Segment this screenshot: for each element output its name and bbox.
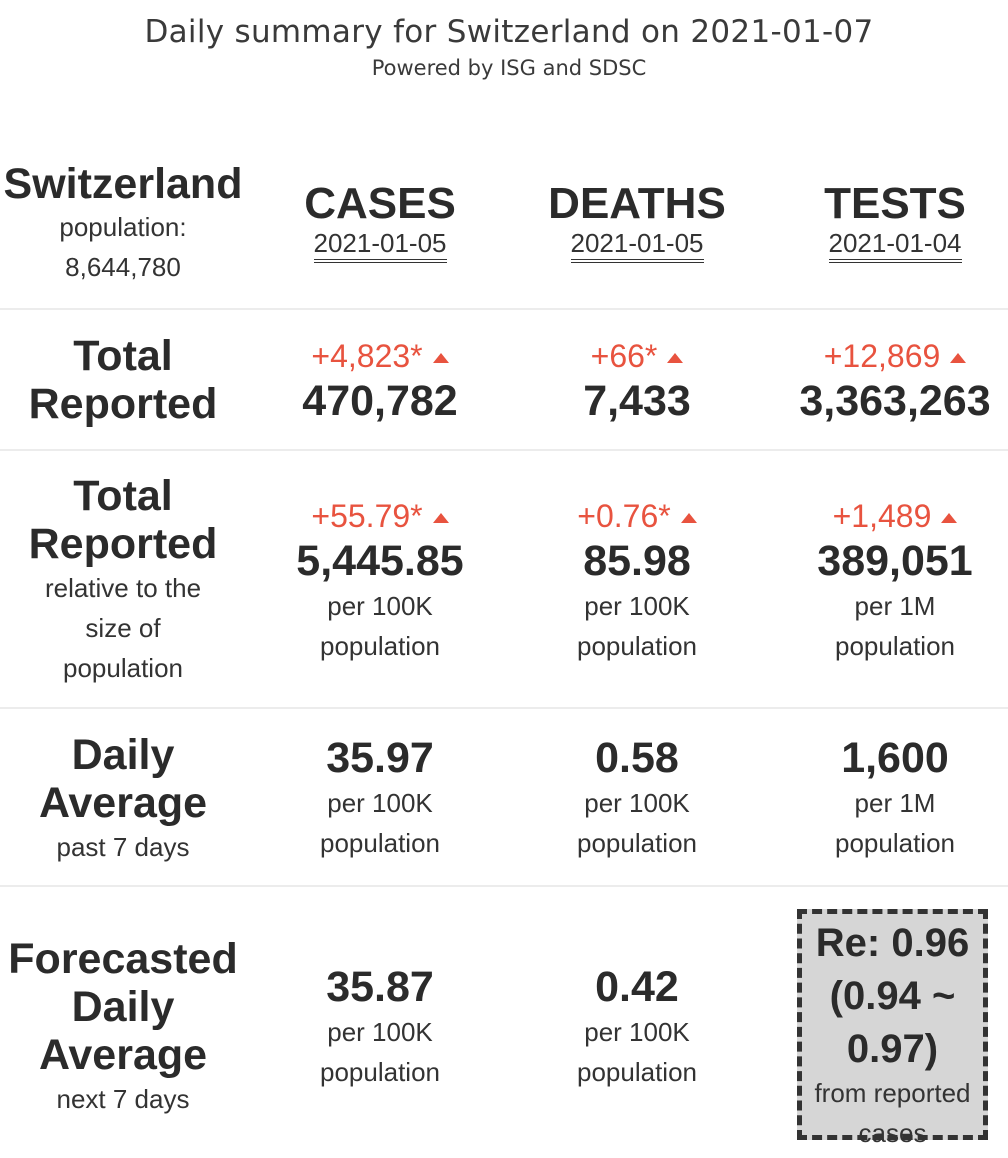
population-label: population: bbox=[59, 212, 187, 242]
unit-line: population bbox=[577, 828, 697, 858]
triangle-up-icon bbox=[432, 353, 449, 363]
row-label-line: Average bbox=[38, 779, 208, 827]
unit-line: per 1M bbox=[854, 788, 936, 818]
column-title: DEATHS bbox=[548, 179, 726, 228]
row-divider bbox=[0, 449, 1008, 451]
unit-line: per 100K bbox=[327, 1017, 433, 1047]
unit-line: population bbox=[835, 828, 955, 858]
triangle-up-icon bbox=[680, 513, 697, 523]
row-label-relative: Total Reported relative to the size of p… bbox=[0, 472, 246, 688]
column-header-cases: CASES 2021-01-05 bbox=[254, 180, 506, 263]
unit-line: population bbox=[577, 1057, 697, 1087]
daily-value: 35.97 bbox=[326, 734, 434, 782]
relative-value: 389,051 bbox=[817, 537, 973, 585]
column-date: 2021-01-04 bbox=[828, 228, 962, 263]
triangle-up-icon bbox=[941, 513, 958, 523]
row-label-line: Average bbox=[38, 1031, 208, 1079]
total-deaths-cell: +66* 7,433 bbox=[510, 336, 764, 426]
unit-line: per 100K bbox=[584, 1017, 690, 1047]
unit-line: per 100K bbox=[584, 788, 690, 818]
triangle-up-icon bbox=[950, 353, 967, 363]
unit-line: population bbox=[320, 631, 440, 661]
page-subtitle: Powered by ISG and SDSC bbox=[371, 56, 647, 80]
unit-line: per 100K bbox=[584, 591, 690, 621]
triangle-up-icon bbox=[432, 513, 449, 523]
row-label-line: Total bbox=[73, 472, 173, 520]
column-title: CASES bbox=[304, 179, 456, 228]
delta-value: +4,823* bbox=[254, 336, 506, 376]
row-label-line: Reported bbox=[28, 520, 218, 568]
unit-line: per 1M bbox=[854, 591, 936, 621]
relative-value: 5,445.85 bbox=[296, 537, 464, 585]
country-info: Switzerland population: 8,644,780 bbox=[0, 161, 246, 287]
relative-deaths-cell: +0.76* 85.98 per 100K population bbox=[510, 496, 764, 666]
re-value-line: Re: 0.96 bbox=[815, 921, 970, 965]
triangle-up-icon bbox=[667, 353, 684, 363]
row-sublabel: population bbox=[63, 653, 183, 683]
daily-tests-cell: 1,600 per 1M population bbox=[768, 733, 1008, 863]
unit-line: per 100K bbox=[327, 591, 433, 621]
delta-text: +4,823* bbox=[311, 338, 423, 374]
delta-text: +1,489 bbox=[832, 498, 932, 534]
delta-value: +1,489 bbox=[768, 496, 1008, 536]
daily-cases-cell: 35.97 per 100K population bbox=[254, 733, 506, 863]
column-header-deaths: DEATHS 2021-01-05 bbox=[510, 180, 764, 263]
unit-line: per 100K bbox=[327, 788, 433, 818]
re-interval-line: 0.97) bbox=[846, 1027, 939, 1071]
re-note-line: from reported bbox=[814, 1078, 971, 1108]
row-label-line: Daily bbox=[71, 731, 175, 779]
country-name: Switzerland bbox=[3, 160, 243, 208]
row-sublabel: size of bbox=[85, 613, 161, 643]
delta-value: +0.76* bbox=[510, 496, 764, 536]
relative-value: 85.98 bbox=[583, 537, 691, 585]
forecast-value: 0.42 bbox=[595, 963, 679, 1011]
daily-value: 0.58 bbox=[595, 734, 679, 782]
unit-line: population bbox=[320, 828, 440, 858]
row-label-line: Daily bbox=[71, 983, 175, 1031]
forecast-cases-cell: 35.87 per 100K population bbox=[254, 962, 506, 1092]
unit-line: population bbox=[577, 631, 697, 661]
row-label-total-reported: Total Reported bbox=[0, 332, 246, 428]
row-divider bbox=[0, 707, 1008, 709]
delta-text: +55.79* bbox=[311, 498, 423, 534]
row-sublabel: past 7 days bbox=[56, 832, 190, 862]
forecast-deaths-cell: 0.42 per 100K population bbox=[510, 962, 764, 1092]
reproduction-number-box: Re: 0.96 (0.94 ~ 0.97) from reported cas… bbox=[797, 909, 988, 1148]
column-header-tests: TESTS 2021-01-04 bbox=[768, 180, 1008, 263]
delta-value: +12,869 bbox=[768, 336, 1008, 376]
population-value: 8,644,780 bbox=[65, 252, 181, 282]
delta-text: +66* bbox=[590, 338, 658, 374]
unit-line: population bbox=[320, 1057, 440, 1087]
delta-value: +66* bbox=[510, 336, 764, 376]
row-divider bbox=[0, 885, 1008, 887]
unit-line: population bbox=[835, 631, 955, 661]
row-label-line: Reported bbox=[28, 380, 218, 428]
relative-tests-cell: +1,489 389,051 per 1M population bbox=[768, 496, 1008, 666]
column-date: 2021-01-05 bbox=[570, 228, 704, 263]
total-cases-cell: +4,823* 470,782 bbox=[254, 336, 506, 426]
column-date: 2021-01-05 bbox=[313, 228, 447, 263]
daily-deaths-cell: 0.58 per 100K population bbox=[510, 733, 764, 863]
row-divider bbox=[0, 308, 1008, 310]
delta-text: +0.76* bbox=[577, 498, 671, 534]
row-label-line: Forecasted bbox=[8, 935, 238, 983]
total-value: 470,782 bbox=[302, 377, 458, 425]
page-title: Daily summary for Switzerland on 2021-01… bbox=[144, 14, 874, 50]
re-interval-line: (0.94 ~ bbox=[829, 974, 956, 1018]
row-label-forecast: Forecasted Daily Average next 7 days bbox=[0, 935, 246, 1119]
column-title: TESTS bbox=[824, 179, 966, 228]
total-value: 3,363,263 bbox=[799, 377, 991, 425]
delta-text: +12,869 bbox=[823, 338, 941, 374]
re-note-line: cases bbox=[858, 1118, 927, 1148]
row-sublabel: next 7 days bbox=[56, 1084, 190, 1114]
row-label-line: Total bbox=[73, 332, 173, 380]
total-value: 7,433 bbox=[583, 377, 691, 425]
relative-cases-cell: +55.79* 5,445.85 per 100K population bbox=[254, 496, 506, 666]
row-label-daily-average: Daily Average past 7 days bbox=[0, 731, 246, 867]
delta-value: +55.79* bbox=[254, 496, 506, 536]
row-sublabel: relative to the bbox=[44, 573, 202, 603]
total-tests-cell: +12,869 3,363,263 bbox=[768, 336, 1008, 426]
forecast-value: 35.87 bbox=[326, 963, 434, 1011]
daily-value: 1,600 bbox=[841, 734, 949, 782]
